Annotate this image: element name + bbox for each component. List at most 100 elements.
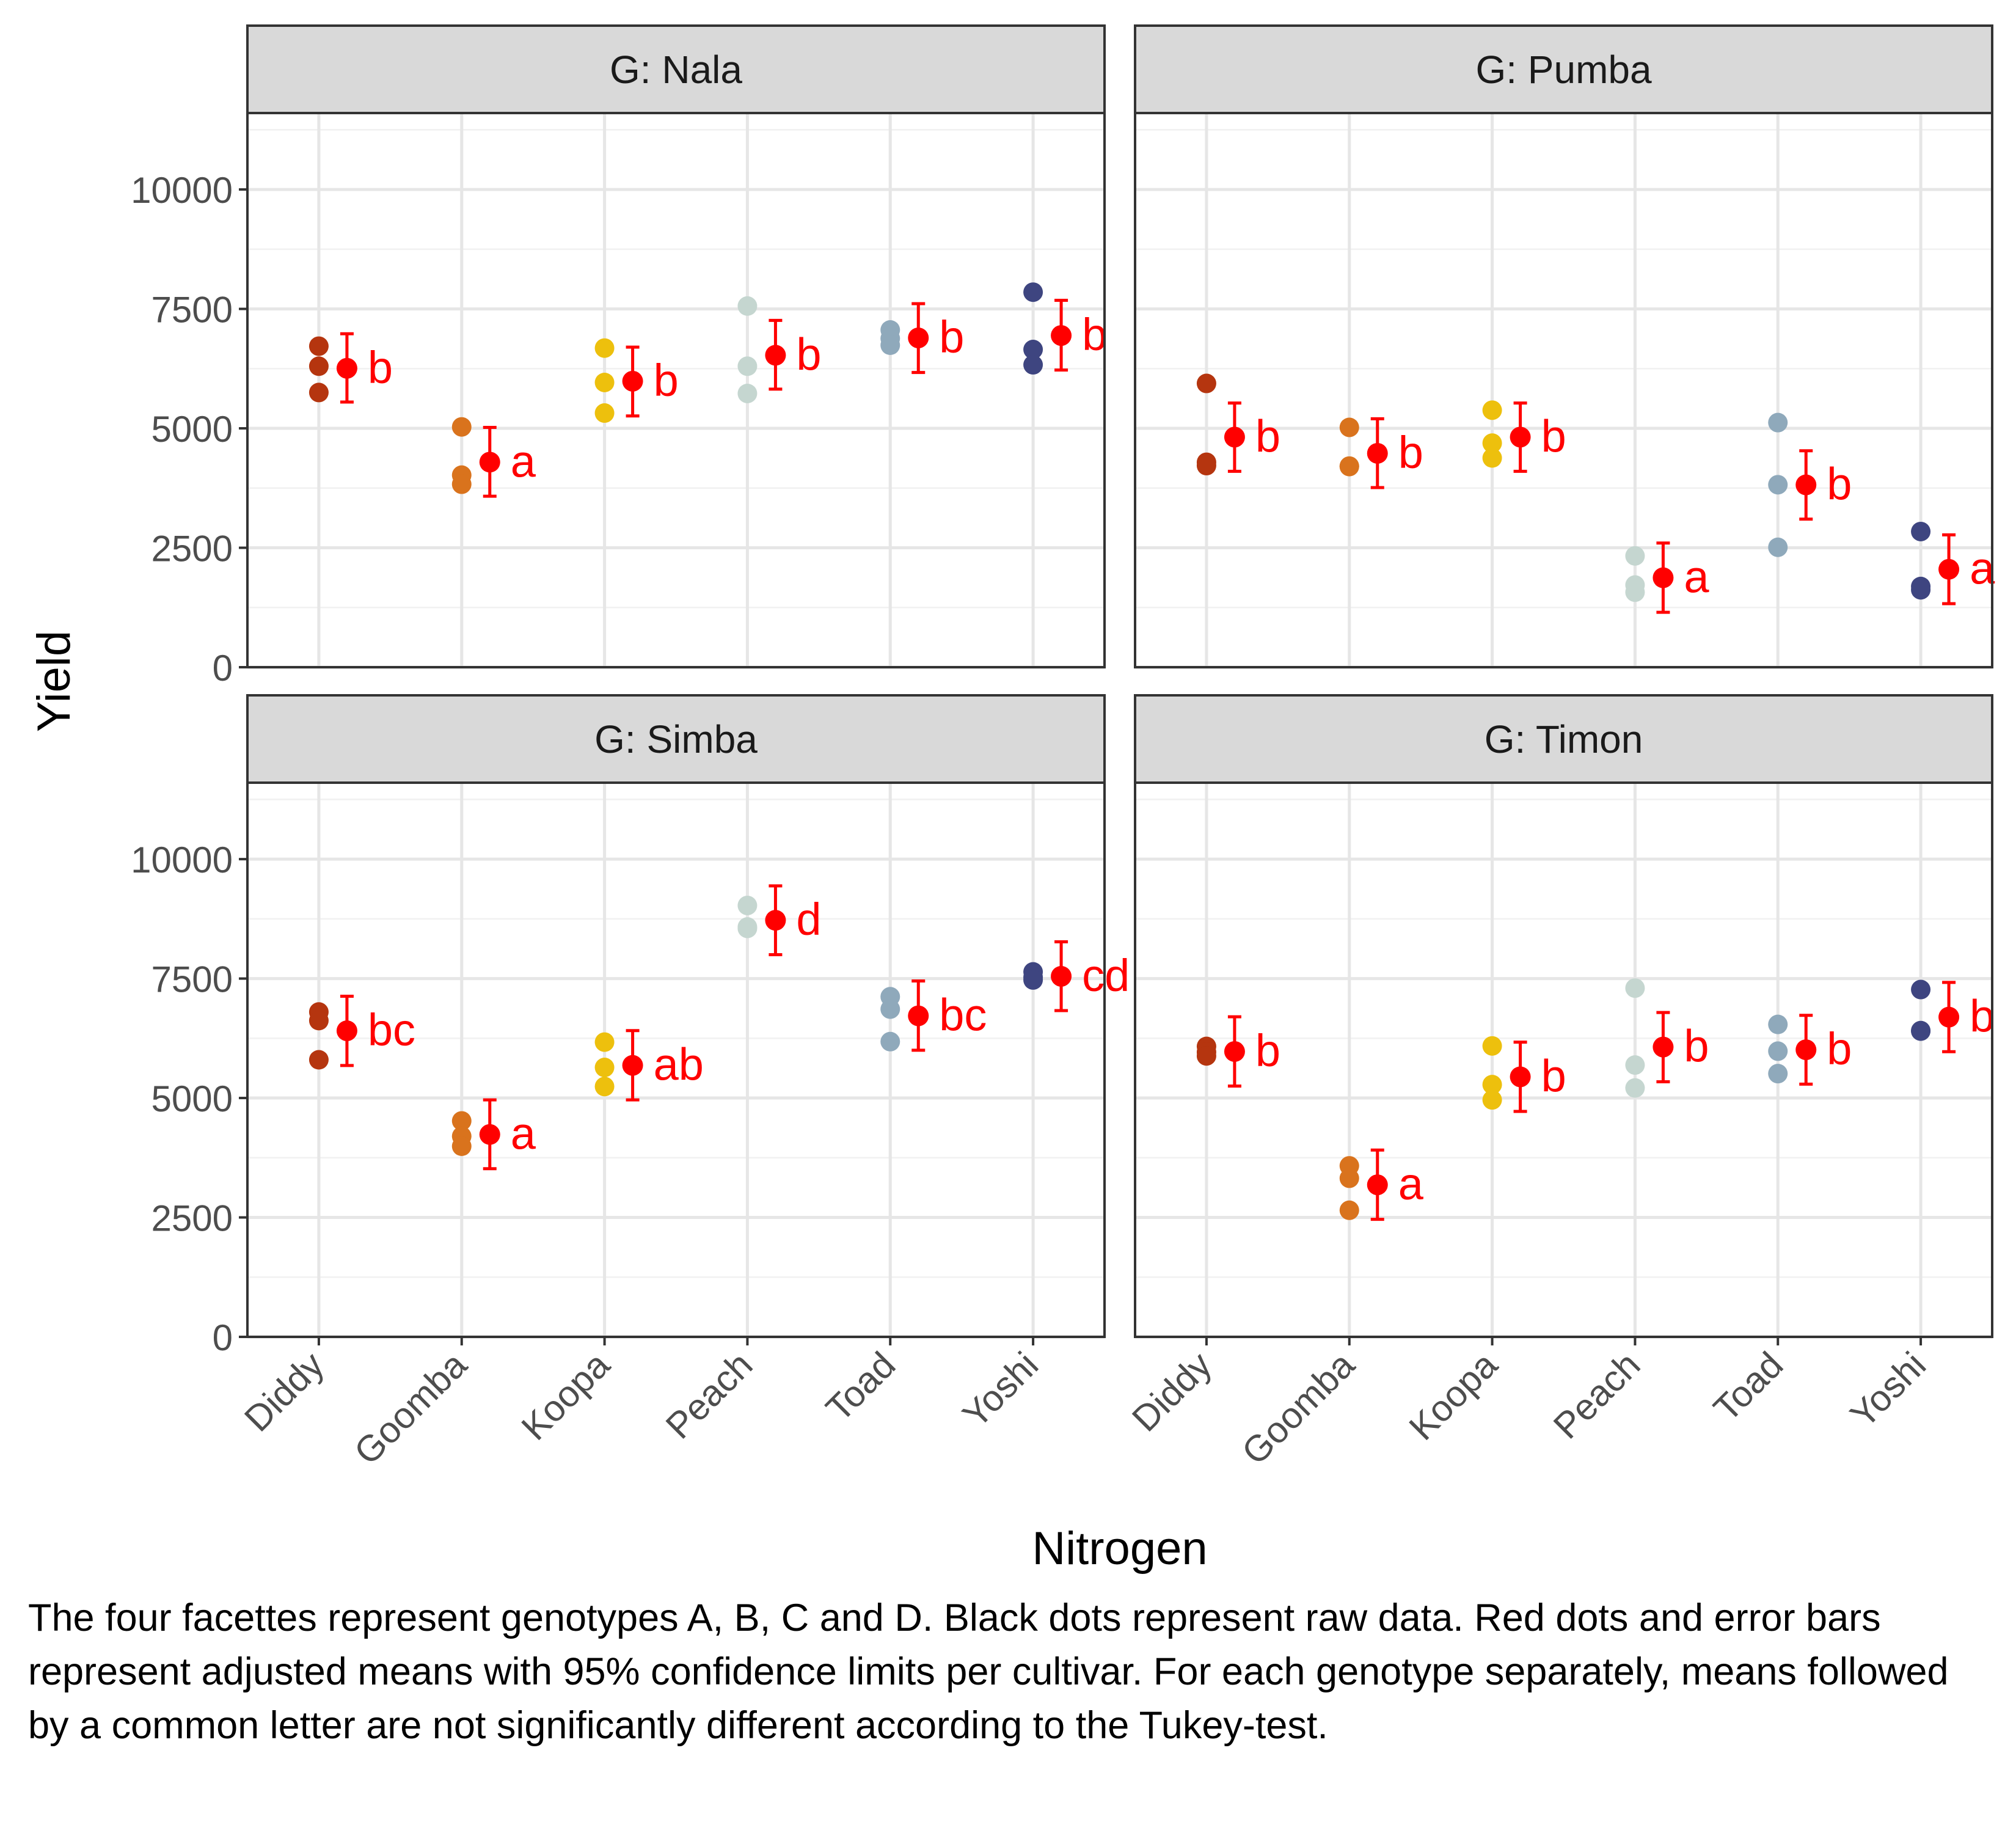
x-tick-label: Toad xyxy=(1706,1344,1791,1429)
raw-data-point xyxy=(737,895,758,915)
raw-data-point xyxy=(1768,1064,1788,1084)
raw-data-point xyxy=(1911,979,1931,1000)
mean-point xyxy=(336,1020,357,1042)
y-tick-label: 10000 xyxy=(131,840,233,880)
raw-data-point xyxy=(737,918,758,938)
raw-data-point xyxy=(1339,456,1359,477)
facet-panel: b a b b b b G: Nala 0 2500 5000 7500 10000 xyxy=(131,24,1107,689)
x-tick-label: Goomba xyxy=(1234,1344,1363,1473)
x-tick-label: Koopa xyxy=(1401,1344,1506,1448)
mean-point xyxy=(1938,558,1960,580)
significance-letter: ab xyxy=(654,1039,704,1090)
raw-data-point xyxy=(1023,282,1043,302)
raw-data-point xyxy=(594,1058,615,1078)
raw-data-point xyxy=(309,1050,329,1070)
raw-data-point xyxy=(1023,340,1043,360)
x-tick-label: Peach xyxy=(1546,1344,1648,1447)
raw-data-point xyxy=(594,1077,615,1097)
y-tick-label: 7500 xyxy=(152,290,233,331)
raw-data-point xyxy=(1911,1021,1931,1041)
facet-strip xyxy=(246,694,1106,784)
significance-letter: b xyxy=(1255,411,1280,461)
mean-point xyxy=(622,370,643,392)
significance-letter: b xyxy=(1827,1023,1852,1074)
raw-data-point xyxy=(451,417,472,437)
raw-data-point xyxy=(1911,521,1931,541)
raw-data-point xyxy=(737,383,758,403)
panel-background xyxy=(1135,113,1992,667)
raw-data-point xyxy=(737,356,758,376)
significance-letter: b xyxy=(1255,1025,1280,1076)
raw-data-point xyxy=(1482,400,1502,420)
significance-letter: a xyxy=(511,1108,536,1159)
significance-letter: b xyxy=(796,329,821,379)
raw-data-point xyxy=(594,403,615,423)
mean-point xyxy=(1051,965,1072,987)
significance-letter: b xyxy=(1541,411,1566,461)
y-tick-label: 5000 xyxy=(152,1078,233,1119)
x-axis-title: Nitrogen xyxy=(1032,1523,1207,1575)
significance-letter: cd xyxy=(1082,950,1130,1001)
y-tick-label: 10000 xyxy=(131,170,233,211)
raw-data-point xyxy=(309,1011,329,1031)
mean-point xyxy=(1051,325,1072,346)
raw-data-point xyxy=(1196,456,1216,476)
significance-letter: b xyxy=(1684,1021,1709,1072)
raw-data-point xyxy=(1482,1036,1502,1056)
y-tick-label: 5000 xyxy=(152,409,233,450)
x-tick-label: Diddy xyxy=(1124,1344,1219,1440)
raw-data-point xyxy=(1482,1090,1502,1110)
raw-data-point xyxy=(1196,373,1216,393)
mean-point xyxy=(765,345,786,366)
raw-data-point xyxy=(309,356,329,376)
raw-data-point xyxy=(737,296,758,316)
mean-point xyxy=(1653,1036,1674,1058)
raw-data-point xyxy=(451,474,472,494)
facet-strip xyxy=(246,24,1106,114)
mean-point xyxy=(1224,426,1245,448)
significance-letter: b xyxy=(1827,459,1852,510)
x-tick-label: Yoshi xyxy=(1843,1344,1934,1436)
raw-data-point xyxy=(1482,1075,1502,1095)
facet-strip xyxy=(1134,24,1993,114)
facet-panel: b a b b b b G: Timon Diddy Goomba Koopa Peach Toad Y… xyxy=(1124,694,1995,1473)
raw-data-point xyxy=(1768,475,1788,495)
mean-point xyxy=(1795,474,1817,496)
mean-point xyxy=(1367,442,1388,464)
mean-point xyxy=(1795,1039,1817,1061)
raw-data-point xyxy=(880,1031,900,1052)
mean-point xyxy=(336,357,357,379)
raw-data-point xyxy=(451,1136,472,1157)
raw-data-point xyxy=(451,1111,472,1131)
raw-data-point xyxy=(1339,417,1359,437)
facet-title: G: Nala xyxy=(610,48,742,92)
x-tick-label: Peach xyxy=(658,1344,761,1447)
significance-letter: b xyxy=(1082,309,1107,360)
y-tick-label: 2500 xyxy=(152,1198,233,1239)
mean-point xyxy=(479,1124,500,1145)
raw-data-point xyxy=(309,336,329,356)
x-tick-label: Goomba xyxy=(346,1344,475,1473)
mean-point xyxy=(765,910,786,931)
raw-data-point xyxy=(1339,1168,1359,1188)
raw-data-point xyxy=(1625,978,1645,998)
panel-background xyxy=(247,113,1105,667)
raw-data-point xyxy=(880,999,900,1019)
mean-point xyxy=(908,327,929,349)
x-tick-label: Koopa xyxy=(514,1344,618,1448)
panel-background xyxy=(1135,783,1992,1337)
significance-letter: bc xyxy=(939,990,987,1041)
panel-background xyxy=(247,783,1105,1337)
raw-data-point xyxy=(1196,1046,1216,1066)
raw-data-point xyxy=(1625,582,1645,602)
figure-caption: The four facettes represent genotypes A,… xyxy=(28,1597,1949,1747)
y-tick-label: 0 xyxy=(213,1317,233,1358)
significance-letter: a xyxy=(1684,552,1709,602)
raw-data-point xyxy=(594,338,615,358)
significance-letter: b xyxy=(1541,1050,1566,1101)
mean-point xyxy=(908,1005,929,1026)
significance-letter: b xyxy=(1970,991,1995,1042)
significance-letter: d xyxy=(796,894,821,945)
raw-data-point xyxy=(1339,1200,1359,1220)
